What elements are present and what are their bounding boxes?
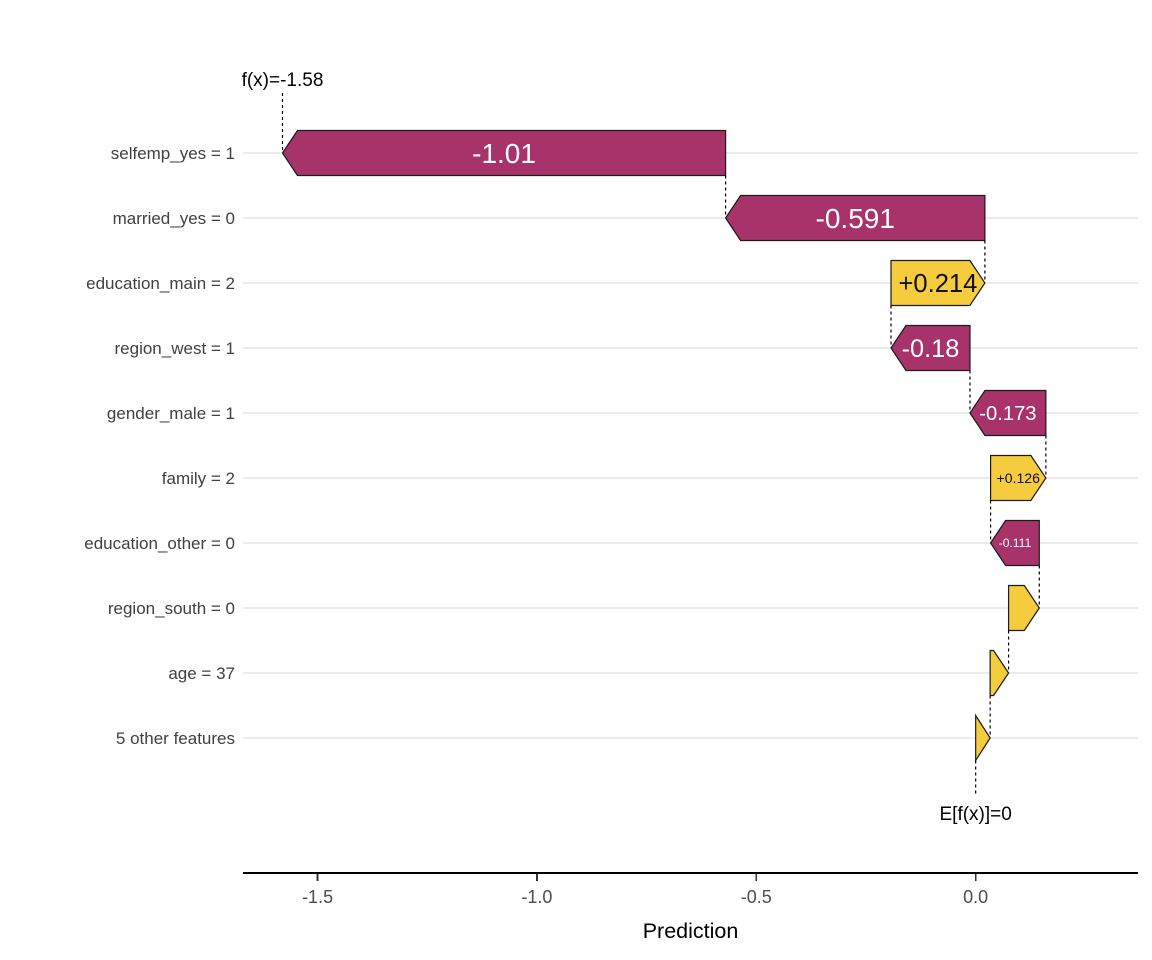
feature-label: selfemp_yes = 1	[111, 144, 235, 163]
feature-label: age = 37	[168, 664, 235, 683]
bar-value-label: -1.01	[472, 138, 536, 169]
bar-value-label: -0.173	[979, 403, 1036, 425]
fx-annotation: f(x)=-1.58	[242, 70, 324, 91]
feature-label: education_main = 2	[86, 274, 235, 293]
waterfall-bar-6	[989, 519, 1040, 567]
x-axis-title: Prediction	[643, 919, 739, 943]
bar-value-label: +0.126	[997, 470, 1041, 486]
feature-label: region_south = 0	[108, 599, 235, 618]
waterfall-bar-2	[890, 259, 986, 307]
x-axis-tick-label: 0.0	[963, 887, 988, 907]
x-axis-tick-label: -0.5	[741, 887, 772, 907]
waterfall-bar-9	[975, 713, 991, 763]
feature-label: gender_male = 1	[107, 404, 235, 423]
bar-value-label: +0.214	[899, 270, 978, 298]
waterfall-bar-4	[969, 389, 1047, 437]
waterfall-bar-8	[989, 649, 1010, 697]
feature-label: region_west = 1	[115, 339, 236, 358]
waterfall-bar-7	[1007, 584, 1041, 632]
x-axis-tick-label: -1.0	[521, 887, 552, 907]
feature-label: education_other = 0	[84, 534, 235, 553]
bar-value-label: -0.111	[999, 536, 1032, 550]
bar-value-label: -0.18	[902, 335, 960, 363]
bar-value-label: -0.591	[816, 203, 895, 234]
waterfall-bar-0	[281, 129, 727, 177]
waterfall-bar-3	[890, 324, 971, 372]
feature-label: married_yes = 0	[113, 209, 235, 228]
waterfall-bar-5	[989, 454, 1047, 502]
waterfall-bar-1	[724, 194, 986, 242]
efx-annotation: E[f(x)]=0	[940, 804, 1012, 825]
feature-label: family = 2	[162, 469, 235, 488]
x-axis-tick-label: -1.5	[302, 887, 333, 907]
feature-label: 5 other features	[116, 729, 235, 748]
